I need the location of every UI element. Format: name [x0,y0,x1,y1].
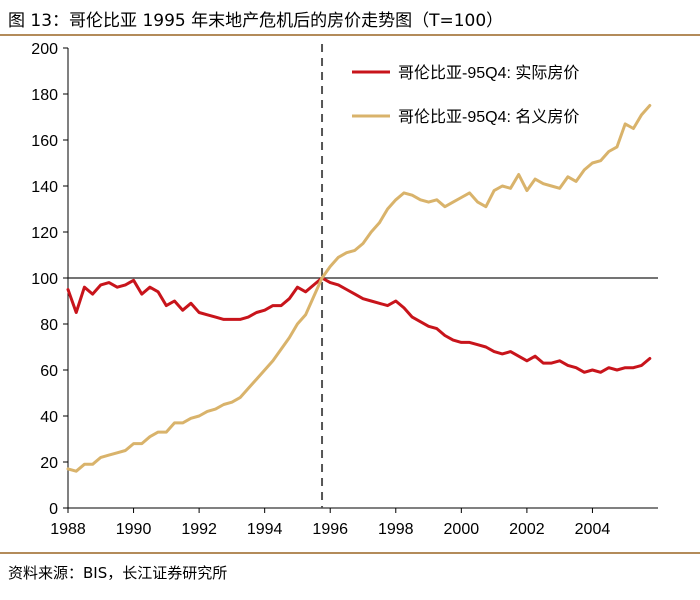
y-tick-label: 160 [31,133,58,150]
x-tick-label: 2000 [444,521,480,538]
x-tick-label: 1994 [247,521,283,538]
y-tick-label: 180 [31,87,58,104]
y-tick-label: 100 [31,271,58,288]
y-tick-label: 200 [31,41,58,58]
y-tick-label: 140 [31,179,58,196]
x-tick-label: 1990 [116,521,152,538]
x-tick-label: 1992 [181,521,217,538]
y-tick-label: 80 [40,317,58,334]
x-tick-label: 1988 [50,521,86,538]
y-tick-label: 0 [49,501,58,518]
figure-title: 图 13：哥伦比亚 1995 年末地产危机后的房价走势图（T=100） [8,11,504,31]
x-tick-label: 1998 [378,521,414,538]
title-rule [0,34,700,36]
y-tick-label: 60 [40,363,58,380]
x-tick-label: 2002 [509,521,545,538]
source-note: 资料来源：BIS，长江证券研究所 [8,564,228,582]
y-tick-label: 20 [40,455,58,472]
source-rule [0,552,700,554]
x-tick-label: 1996 [312,521,348,538]
series-line-real-price [66,276,652,374]
y-tick-label: 120 [31,225,58,242]
legend-label-real: 哥伦比亚-95Q4: 实际房价 [398,64,579,82]
series-line-nominal-price [66,104,652,473]
legend-label-nominal: 哥伦比亚-95Q4: 名义房价 [398,108,579,126]
y-tick-label: 40 [40,409,58,426]
x-tick-label: 2004 [575,521,611,538]
